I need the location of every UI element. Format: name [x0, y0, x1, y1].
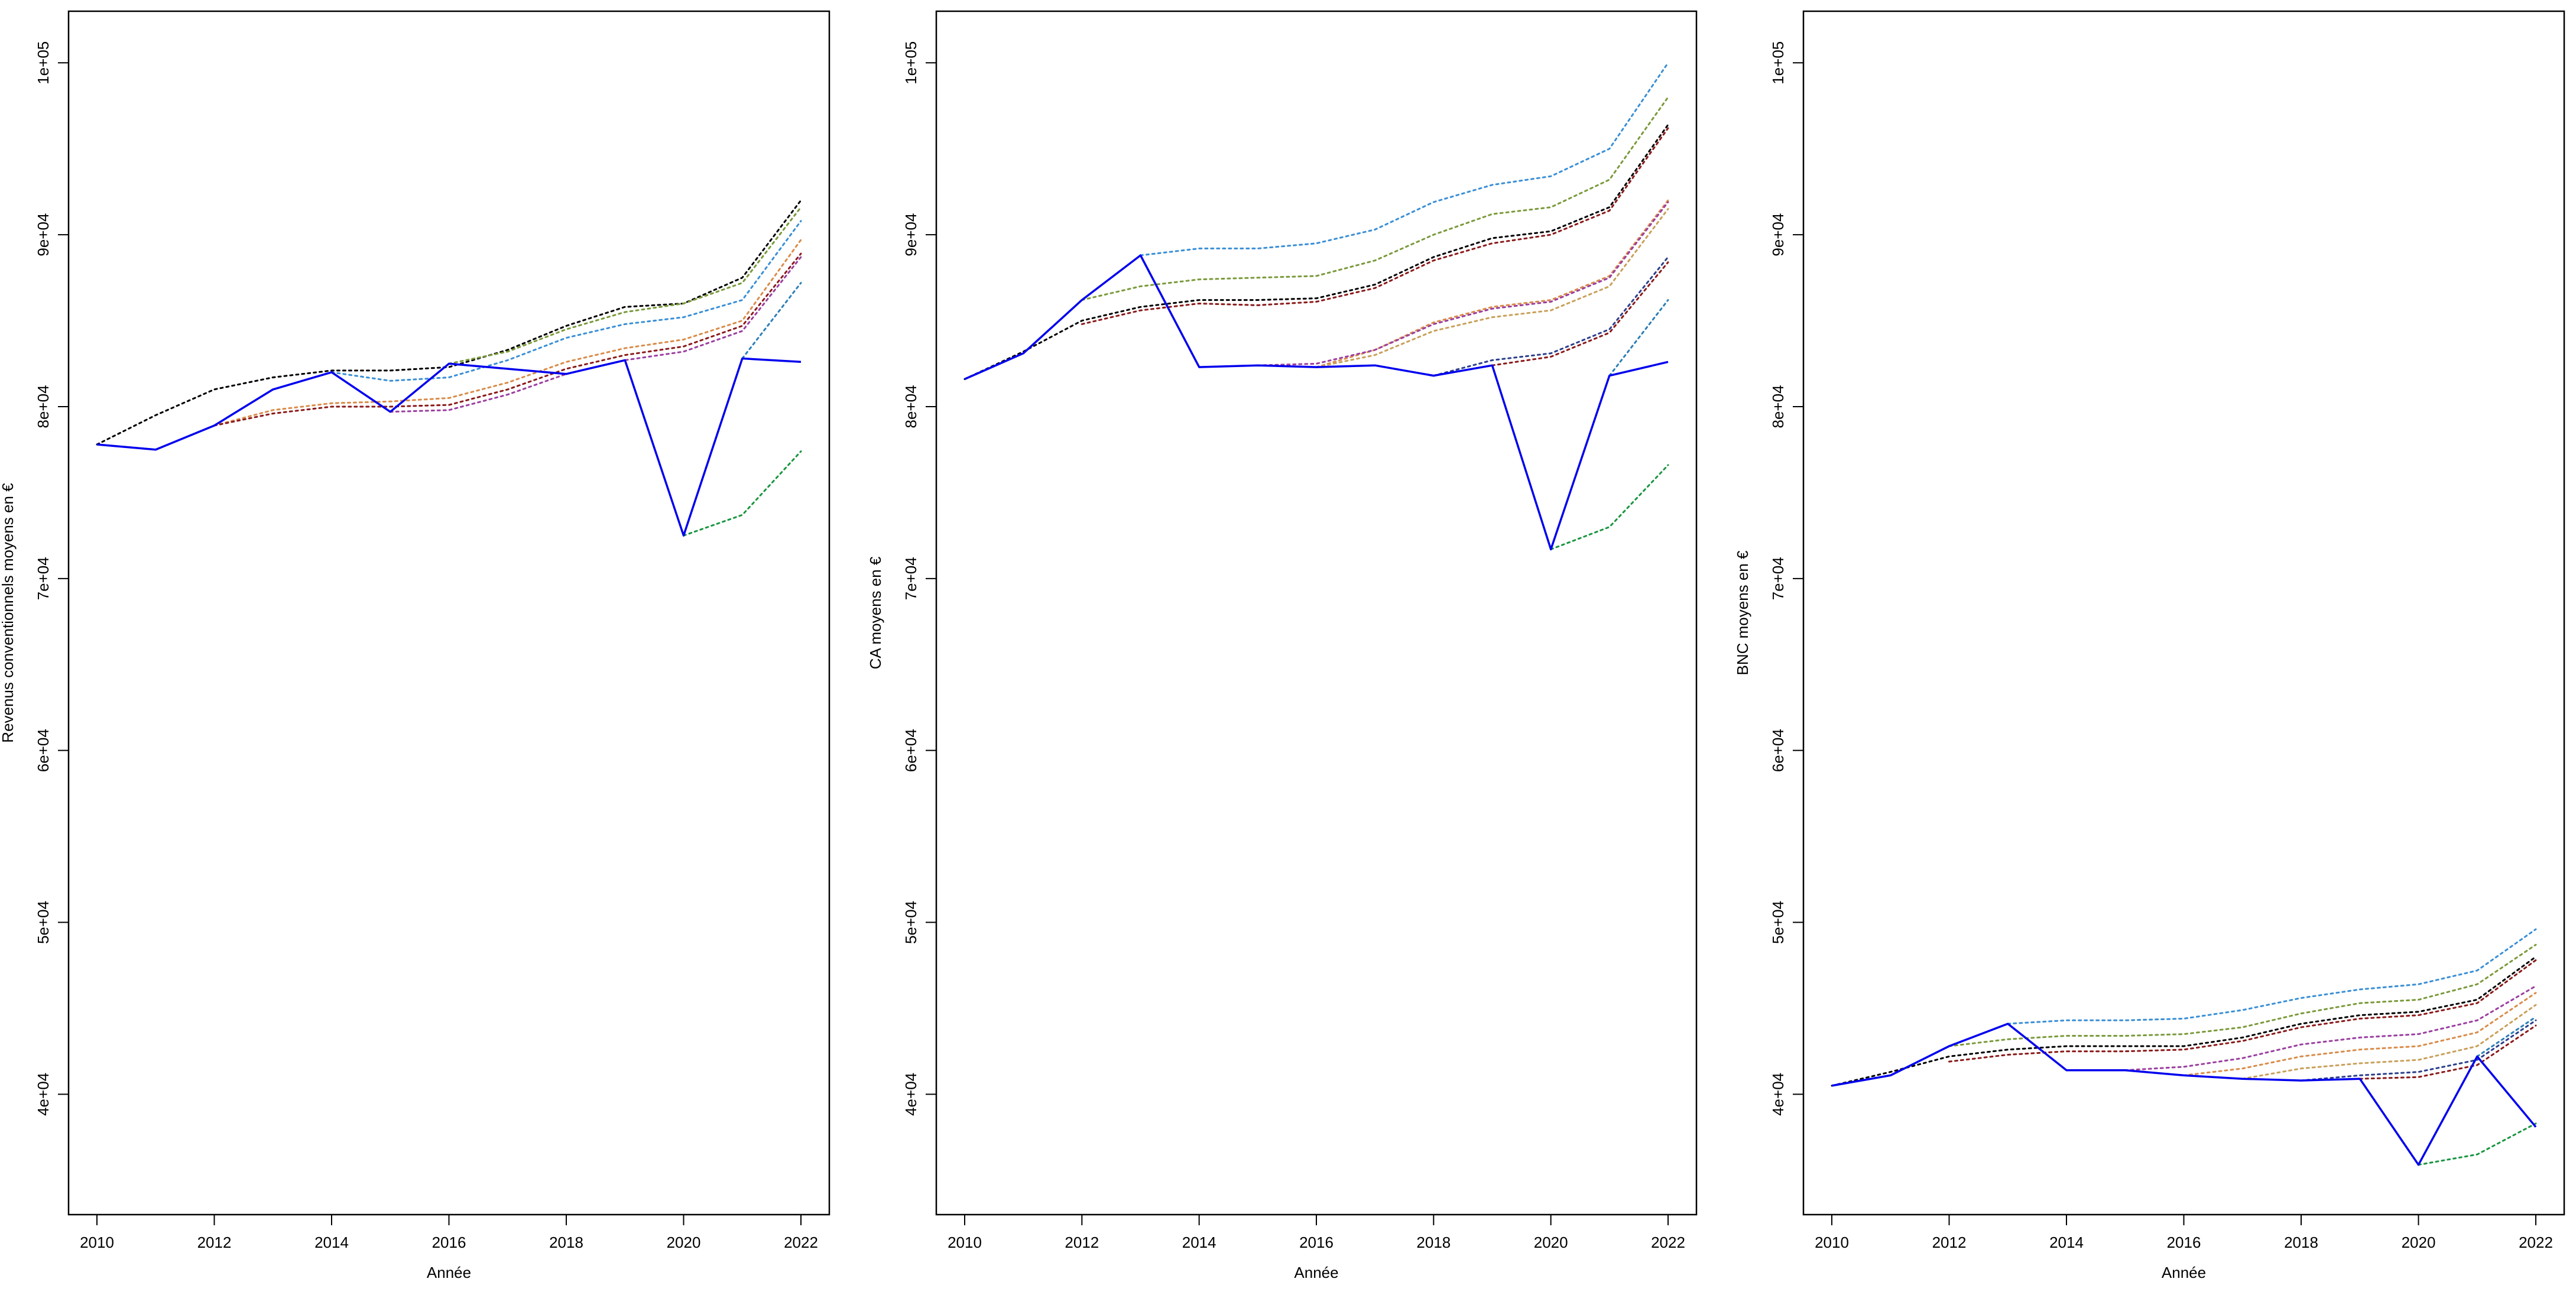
projection-series-3: [1948, 959, 2537, 1063]
projection-series-0: [1140, 61, 1669, 257]
x-tick-label: 2020: [1534, 1234, 1568, 1251]
y-tick-label: 5e+04: [902, 901, 920, 944]
y-tick-label: 6e+04: [902, 729, 920, 772]
y-tick-label: 1e+05: [1769, 41, 1787, 85]
x-tick-label: 2016: [2167, 1234, 2201, 1251]
y-tick-label: 8e+04: [902, 385, 920, 428]
observed-series: [964, 254, 1669, 551]
y-axis-title: BNC moyens en €: [1734, 550, 1751, 676]
x-axis-title: Année: [2162, 1264, 2206, 1281]
x-tick-label: 2018: [1416, 1234, 1451, 1251]
projection-series-3: [741, 282, 802, 359]
x-tick-label: 2010: [80, 1234, 114, 1251]
x-tick-label: 2016: [432, 1234, 466, 1251]
x-tick-label: 2022: [784, 1234, 818, 1251]
projection-series-7: [389, 256, 802, 413]
y-tick-label: 5e+04: [34, 901, 52, 944]
x-tick-label: 2014: [2049, 1234, 2084, 1251]
x-tick-label: 2018: [549, 1234, 583, 1251]
x-tick-label: 2022: [1651, 1234, 1685, 1251]
y-tick-label: 1e+05: [902, 41, 920, 85]
projection-series-6: [1315, 208, 1669, 368]
y-tick-label: 6e+04: [1769, 729, 1787, 772]
y-axis-title: CA moyens en €: [867, 556, 884, 669]
x-tick-label: 2014: [1182, 1234, 1216, 1251]
x-tick-label: 2012: [197, 1234, 232, 1251]
projection-series-2: [963, 124, 1669, 380]
projection-series-10: [2418, 1122, 2537, 1166]
projection-series-7: [1432, 256, 1669, 377]
y-tick-label: 1e+05: [34, 41, 52, 85]
y-tick-label: 8e+04: [34, 385, 52, 428]
y-tick-label: 6e+04: [34, 729, 52, 772]
projection-series-7: [2300, 1019, 2537, 1082]
projection-series-1: [683, 450, 802, 537]
y-axis-title: Revenus conventionnels moyens en €: [0, 483, 17, 743]
projection-series-9: [2476, 1016, 2537, 1057]
y-tick-label: 4e+04: [1769, 1073, 1787, 1116]
projection-series-5: [213, 239, 802, 427]
projection-series-10: [1550, 464, 1669, 550]
projection-series-0: [2007, 928, 2537, 1025]
x-tick-label: 2012: [1932, 1234, 1967, 1251]
y-tick-label: 9e+04: [34, 213, 52, 257]
y-tick-label: 7e+04: [1769, 557, 1787, 600]
x-tick-label: 2018: [2284, 1234, 2318, 1251]
projection-series-6: [2241, 1004, 2537, 1080]
x-tick-label: 2016: [1299, 1234, 1334, 1251]
projection-series-2: [330, 220, 802, 382]
y-tick-label: 7e+04: [902, 557, 920, 600]
projection-series-6: [213, 252, 802, 427]
x-tick-label: 2020: [667, 1234, 701, 1251]
x-tick-label: 2022: [2519, 1234, 2553, 1251]
projection-series-9: [1608, 299, 1669, 377]
y-tick-label: 8e+04: [1769, 385, 1787, 428]
x-tick-label: 2014: [314, 1234, 349, 1251]
observed-series: [1831, 1023, 2537, 1166]
panel-bnc: 2010 2012 2014 2016 2018 2020 2022 4e+04 5e+04 6e…: [1734, 10, 2565, 1281]
y-tick-label: 9e+04: [1769, 213, 1787, 257]
y-tick-label: 4e+04: [34, 1073, 52, 1116]
projection-series-5: [1257, 201, 1669, 366]
x-tick-label: 2012: [1065, 1234, 1099, 1251]
x-tick-label: 2010: [948, 1234, 982, 1251]
x-tick-label: 2010: [1815, 1234, 1849, 1251]
projection-series-8: [1491, 261, 1669, 366]
panel-revenus: 2010 2012 2014 2016 2018 2020 2022 4e+04 5e+04 6e…: [0, 10, 830, 1281]
plot-frame: [1802, 10, 2565, 1216]
projection-series-5: [2183, 992, 2537, 1076]
projection-series-0: [96, 199, 802, 446]
projection-series-8: [2358, 1024, 2537, 1080]
projection-series-1: [1081, 96, 1669, 301]
y-tick-label: 5e+04: [1769, 901, 1787, 944]
x-axis-title: Année: [427, 1264, 471, 1281]
plot-frame: [67, 10, 830, 1216]
x-tick-label: 2020: [2402, 1234, 2436, 1251]
observed-series: [96, 357, 802, 537]
projection-series-4: [2124, 985, 2537, 1072]
y-tick-label: 4e+04: [902, 1073, 920, 1116]
projection-series-3: [1081, 127, 1669, 325]
projection-series-1: [1948, 943, 2537, 1047]
y-tick-label: 9e+04: [902, 213, 920, 257]
y-tick-label: 7e+04: [34, 557, 52, 600]
panel-ca: 2010 2012 2014 2016 2018 2020 2022 4e+04 5e+04 6e…: [867, 10, 1698, 1281]
plot-frame: [935, 10, 1698, 1216]
projection-series-2: [1831, 956, 2537, 1087]
projection-series-4: [1315, 199, 1669, 368]
x-axis-title: Année: [1294, 1264, 1338, 1281]
projection-series-4: [448, 206, 802, 365]
